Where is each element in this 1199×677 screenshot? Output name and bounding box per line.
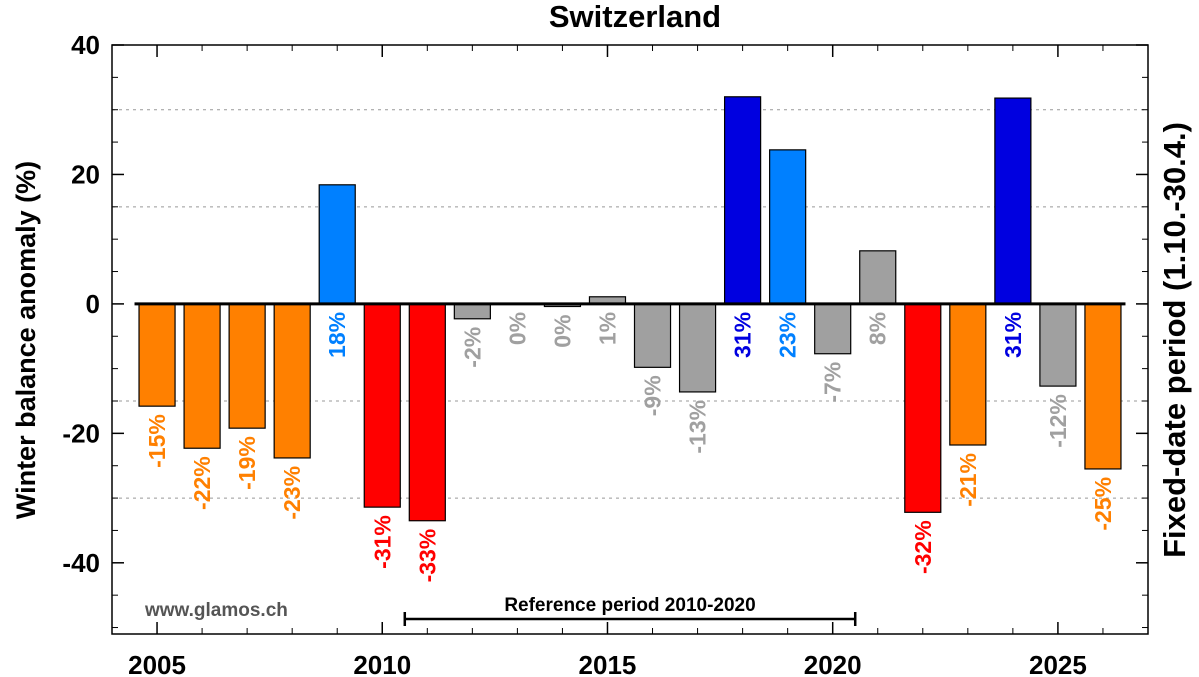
x-tick-label: 2005 <box>128 650 186 677</box>
plot-frame <box>111 44 1149 635</box>
bar <box>1084 303 1122 470</box>
bar <box>633 303 672 368</box>
bar <box>138 303 176 407</box>
x-tick-label: 2020 <box>804 650 862 677</box>
y-tick-label: 40 <box>71 30 100 60</box>
bar <box>1039 303 1077 387</box>
y-tick-label: 0 <box>86 289 100 319</box>
reference-period-label: Reference period 2010-2020 <box>504 595 755 616</box>
bar-value-label: 23% <box>775 312 801 358</box>
bar <box>769 149 807 305</box>
bar <box>904 303 942 513</box>
bar <box>723 96 762 305</box>
bar <box>814 303 852 355</box>
bar-value-label: -12% <box>1045 394 1071 448</box>
bar-value-label: -23% <box>279 466 305 520</box>
bar-value-label: 0% <box>504 312 530 345</box>
bar-value-label: 8% <box>865 312 891 345</box>
bar <box>228 303 266 429</box>
bar-value-label: 18% <box>324 312 350 358</box>
bar-value-label: 0% <box>549 314 575 347</box>
bar-value-label: -15% <box>144 414 170 468</box>
right-axis-label: Fixed-date period (1.10.-30.4.) <box>1157 122 1192 558</box>
bar <box>453 303 491 320</box>
bar-value-label: -9% <box>640 375 666 416</box>
y-tick-label: -20 <box>62 418 100 448</box>
bar-value-label: 31% <box>1000 312 1026 358</box>
bar-value-label: -21% <box>955 453 981 507</box>
bar-value-label: -22% <box>189 456 215 510</box>
bar <box>183 303 221 449</box>
bar <box>994 97 1032 305</box>
bar-value-label: -13% <box>685 400 711 454</box>
bar <box>859 250 897 305</box>
bar <box>273 303 311 459</box>
value-labels: -15%-22% -19%-23%18%-31% -33%-2% 0% 0% 1%-9%-… <box>144 312 1116 583</box>
bar-value-label: -19% <box>234 436 260 490</box>
bar <box>949 303 987 446</box>
bar <box>363 303 401 508</box>
axis-ticks: -40 -20 0 20 40 2005 2010 2015 2020 2025 <box>62 30 1149 677</box>
bar-value-label: -31% <box>369 515 395 569</box>
bar-value-label: -32% <box>910 520 936 574</box>
reference-period: Reference period 2010-2020 <box>403 595 857 626</box>
bar-value-label: 1% <box>594 312 620 345</box>
bar-value-label: -2% <box>459 327 485 368</box>
x-tick-label: 2025 <box>1029 650 1087 677</box>
credit-text: www.glamos.ch <box>144 600 288 621</box>
bar-value-label: -33% <box>414 529 440 583</box>
bar-value-label: -25% <box>1090 477 1116 531</box>
bar <box>678 303 717 393</box>
chart-title: Switzerland <box>549 0 721 34</box>
x-tick-label: 2010 <box>353 650 411 677</box>
bar-value-label: 31% <box>730 312 756 358</box>
y-tick-label: 20 <box>71 159 100 189</box>
bars <box>138 96 1122 522</box>
bar <box>408 303 446 522</box>
bar-value-label: -7% <box>820 362 846 403</box>
bar <box>318 184 356 305</box>
y-axis-label: Winter balance anomaly (%) <box>11 161 41 519</box>
y-tick-label: -40 <box>62 548 100 578</box>
x-tick-label: 2015 <box>579 650 637 677</box>
